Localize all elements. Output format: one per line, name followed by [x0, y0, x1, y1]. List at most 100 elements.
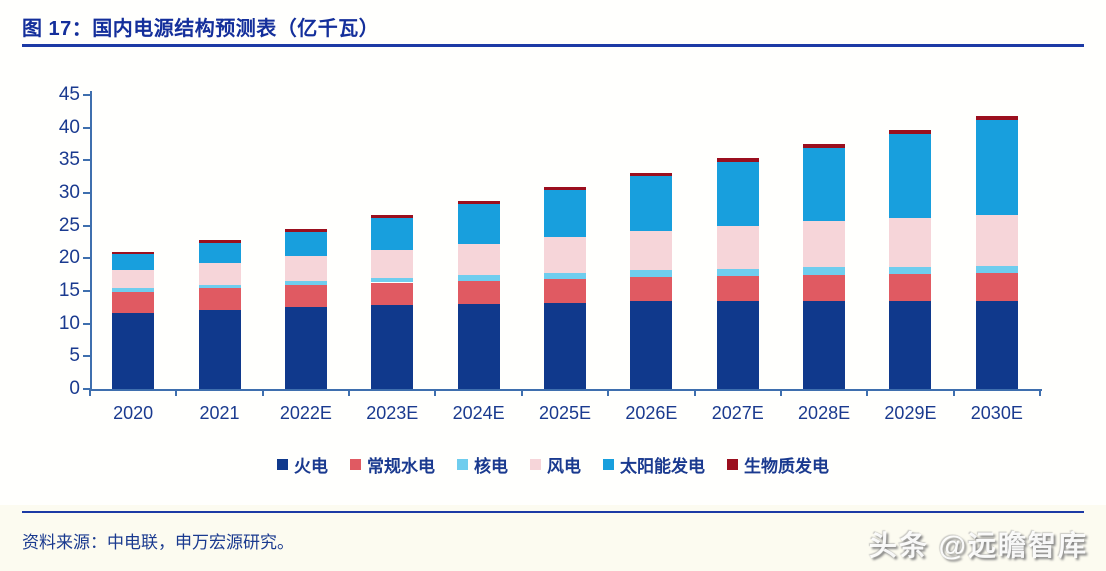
y-axis-label: 35 [58, 149, 80, 171]
y-axis-tick [83, 159, 90, 162]
y-axis-tick [83, 126, 90, 129]
bar-segment-常规水电 [112, 291, 155, 313]
legend-item-太阳能发电: 太阳能发电 [603, 452, 705, 477]
x-axis-tick [175, 389, 178, 396]
bar-segment-常规水电 [371, 282, 414, 306]
bar-segment-火电 [457, 304, 500, 389]
x-axis-line [90, 389, 1042, 391]
x-axis-tick [520, 389, 523, 396]
legend-item-核电: 核电 [457, 452, 508, 477]
x-axis-label: 2020 [113, 403, 154, 423]
legend-swatch-icon [457, 459, 468, 470]
bar-segment-火电 [803, 300, 846, 389]
y-axis-label: 45 [58, 84, 80, 105]
y-axis-tick [83, 355, 90, 358]
y-axis-label: 10 [58, 312, 80, 334]
legend-swatch-icon [530, 459, 541, 470]
bar-segment-太阳能发电 [889, 134, 932, 218]
title-underline [22, 44, 1084, 47]
watermark-text: 头条 @远瞻智库 [868, 530, 1088, 561]
y-axis-label: 5 [69, 345, 80, 367]
bar-segment-太阳能发电 [371, 217, 414, 250]
y-axis-label: 20 [58, 247, 80, 269]
bar-segment-火电 [371, 305, 414, 389]
bar-segment-常规水电 [198, 288, 241, 310]
x-axis-label: 2029E [884, 403, 937, 423]
legend-label: 核电 [474, 457, 508, 476]
x-axis-label: 2023E [366, 403, 419, 423]
y-axis-tick [83, 257, 90, 260]
x-axis-label: 2022E [279, 403, 332, 423]
chart-legend: 火电 常规水电 核电 风电 太阳能发电 生物质发电 [0, 452, 1106, 477]
x-axis-tick [89, 389, 91, 396]
bar-segment-火电 [544, 302, 586, 389]
legend-item-常规水电: 常规水电 [350, 452, 435, 477]
bar-segment-常规水电 [284, 285, 327, 308]
bar-segment-风电 [716, 226, 759, 270]
bar-segment-常规水电 [975, 273, 1018, 301]
figure-title: 图 17：国内电源结构预测表（亿千瓦） [22, 18, 380, 40]
bar-segment-火电 [716, 301, 759, 389]
legend-item-火电: 火电 [277, 452, 328, 477]
bar-segment-生物质发电 [284, 228, 327, 232]
bar-segment-核电 [630, 270, 673, 277]
y-axis-line [90, 91, 92, 391]
bar-segment-火电 [975, 300, 1018, 389]
x-axis-label: 2026E [625, 403, 678, 423]
y-axis-tick [83, 388, 90, 390]
x-axis-tick [348, 389, 351, 396]
bar-segment-常规水电 [889, 274, 932, 301]
bar-segment-太阳能发电 [716, 162, 759, 227]
bar-segment-风电 [803, 221, 846, 268]
bar-segment-生物质发电 [198, 240, 241, 243]
y-axis-tick [83, 192, 90, 194]
stacked-bar-chart: 0 5 10 15 20 25 30 35 40 45 2020 2021 2022E 2023E 2024… [58, 84, 1042, 423]
bar-segment-核电 [284, 281, 327, 286]
bar-segment-太阳能发电 [284, 231, 327, 257]
y-axis-label: 30 [58, 182, 80, 203]
bar-segment-生物质发电 [112, 251, 155, 254]
bar-segment-核电 [975, 265, 1018, 274]
bar-segment-太阳能发电 [803, 147, 846, 222]
x-axis-label: 2028E [798, 403, 851, 423]
source-note: 资料来源：中电联，申万宏源研究。 [22, 533, 294, 552]
bar-segment-核电 [544, 272, 586, 279]
x-axis-tick [952, 389, 955, 396]
y-axis-tick [83, 94, 90, 96]
x-axis-label: 2030E [970, 403, 1023, 423]
bar-segment-火电 [284, 307, 327, 389]
y-axis-label: 40 [58, 116, 80, 138]
bar-segment-核电 [457, 275, 500, 281]
bar-segment-火电 [112, 312, 155, 389]
bar-segment-生物质发电 [889, 129, 932, 135]
x-axis-tick [434, 389, 437, 396]
bar-segment-生物质发电 [630, 172, 673, 176]
bar-segment-核电 [112, 288, 155, 292]
legend-item-生物质发电: 生物质发电 [727, 452, 829, 477]
x-axis-tick [1039, 389, 1041, 396]
x-axis-tick [866, 389, 869, 396]
bar-segment-风电 [112, 270, 155, 289]
legend-swatch-icon [727, 459, 738, 470]
footer-background [0, 505, 1106, 571]
bar-segment-常规水电 [457, 280, 500, 305]
bar-segment-生物质发电 [803, 144, 846, 148]
legend-label: 火电 [294, 457, 328, 476]
x-axis-label: 2021 [199, 403, 240, 423]
bar-segment-常规水电 [630, 276, 673, 302]
legend-swatch-icon [350, 459, 361, 470]
bar-segment-生物质发电 [544, 187, 586, 191]
legend-swatch-icon [603, 459, 614, 470]
x-axis-label: 2025E [538, 403, 592, 423]
x-axis-tick [607, 389, 610, 396]
bar-segment-生物质发电 [975, 115, 1018, 121]
bar-segment-风电 [457, 243, 500, 276]
y-axis-label: 15 [58, 280, 80, 301]
legend-label: 生物质发电 [744, 457, 829, 476]
bar-segment-太阳能发电 [198, 242, 241, 264]
bar-segment-风电 [975, 214, 1018, 266]
bar-segment-风电 [284, 256, 327, 282]
legend-swatch-icon [277, 459, 288, 470]
bar-segment-生物质发电 [716, 158, 759, 163]
bar-segment-常规水电 [716, 275, 759, 302]
